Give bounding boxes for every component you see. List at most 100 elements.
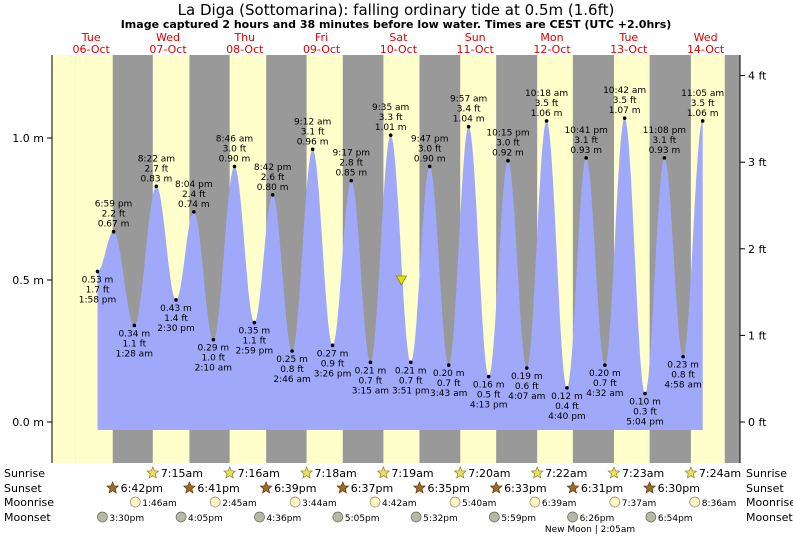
tide-height-m: 0.21 m (395, 366, 427, 376)
tide-height-m: 0.12 m (551, 392, 583, 402)
tide-height-ft: 2.8 ft (339, 159, 363, 169)
tide-point (192, 210, 196, 214)
moonset-icon (332, 511, 344, 523)
left-tick-label: 0.5 m (12, 274, 44, 287)
moonrise-icon (129, 496, 141, 508)
tide-height-ft: 0.4 ft (555, 402, 579, 412)
tide-height-ft: 0.6 ft (515, 382, 539, 392)
high-tide-event: 10:15 pm3.0 ft0.92 m (486, 129, 530, 163)
high-tide-event: 11:08 pm3.1 ft0.93 m (643, 126, 686, 160)
tide-height-ft: 0.3 ft (633, 408, 657, 418)
left-tick-label: 1.0 m (12, 132, 44, 145)
tide-height-m: 0.83 m (141, 174, 173, 184)
moonset-icon (254, 511, 265, 523)
date-label: 10-Oct (380, 43, 418, 56)
tide-height-ft: 0.9 ft (321, 359, 345, 369)
sunrise-star-icon (300, 466, 314, 479)
tide-height-m: 0.53 m (82, 275, 114, 285)
tide-height-ft: 3.0 ft (496, 139, 520, 149)
tide-time: 4:40 pm (548, 412, 586, 422)
sunset-time: 6:31pm (581, 482, 623, 495)
sunset-star-icon (259, 481, 273, 494)
tide-height-ft: 3.0 ft (223, 144, 247, 154)
moonrise-time: 5:40am (462, 499, 497, 509)
row-label-left: Moonrise (4, 496, 54, 509)
moonrise-time: 4:42am (382, 499, 417, 509)
tide-height-ft: 3.1 ft (574, 136, 598, 146)
tide-height-m: 0.35 m (239, 327, 271, 337)
sunset-star-icon (643, 481, 657, 494)
tide-point (232, 164, 237, 169)
row-label-right: Sunrise (746, 467, 787, 480)
tide-time: 1:58 pm (79, 295, 117, 305)
tide-height-m: 0.20 m (589, 369, 621, 379)
tide-time: 9:47 pm (411, 134, 449, 144)
tide-height-ft: 1.1 ft (242, 337, 266, 347)
tide-point (111, 229, 116, 234)
tide-time: 1:28 am (116, 349, 153, 359)
sunset-star-icon (182, 481, 196, 494)
tide-height-m: 0.90 m (219, 154, 251, 164)
moonset-time: 4:05pm (188, 514, 223, 524)
tide-height-m: 1.01 m (375, 123, 407, 133)
date-label: 11-Oct (457, 43, 495, 56)
sunset-time: 6:39pm (274, 482, 316, 495)
tide-height-ft: 2.4 ft (182, 190, 206, 200)
right-tick-label: 0 ft (748, 416, 767, 429)
tide-time: 10:42 am (603, 86, 646, 96)
tide-height-ft: 3.1 ft (653, 136, 677, 146)
tide-time: 4:13 pm (470, 401, 508, 411)
low-tide-event: 0.21 m0.7 ft3:51 pm (392, 360, 430, 396)
tide-height-m: 0.21 m (355, 366, 387, 376)
tide-height-m: 0.80 m (257, 183, 289, 193)
tide-height-m: 0.96 m (297, 137, 329, 147)
moonset-icon (410, 511, 422, 523)
high-tide-event: 10:18 am3.5 ft1.06 m (525, 89, 568, 123)
tide-point (368, 360, 373, 365)
tide-point (643, 391, 647, 396)
moonset-time: 5:05pm (345, 514, 380, 524)
tide-height-ft: 0.8 ft (280, 365, 304, 375)
tide-height-m: 0.25 m (276, 355, 308, 365)
tide-time: 4:07 am (508, 392, 545, 402)
tide-point (524, 366, 529, 370)
date-label: 14-Oct (687, 43, 725, 56)
tide-height-ft: 1.4 ft (164, 314, 188, 324)
tide-time: 10:18 am (525, 89, 568, 99)
low-tide-event: 0.25 m0.8 ft2:46 am (273, 349, 311, 385)
low-tide-event: 0.23 m0.8 ft4:58 am (664, 354, 702, 391)
tide-point (544, 119, 549, 123)
tide-time: 9:57 am (450, 95, 487, 105)
low-tide-event: 0.16 m0.5 ft4:13 pm (470, 374, 508, 411)
tide-height-ft: 2.7 ft (145, 164, 169, 174)
daylight-band (52, 55, 76, 463)
moonset-time: 6:54pm (658, 514, 693, 524)
tide-time: 3:51 pm (392, 386, 430, 396)
tide-time: 4:58 am (664, 381, 701, 391)
moonset-icon (175, 511, 187, 523)
row-label-right: Sunset (746, 482, 784, 495)
tide-point (95, 269, 100, 274)
tide-point (132, 323, 137, 328)
date-label: 09-Oct (303, 43, 341, 56)
low-tide-event: 0.34 m1.1 ft1:28 am (116, 323, 153, 359)
tide-height-m: 0.90 m (414, 154, 446, 164)
moonrise-icon (289, 496, 301, 508)
tide-point (408, 360, 413, 365)
tide-point (466, 124, 471, 129)
tide-height-ft: 1.1 ft (122, 339, 146, 349)
day-label: Tue (81, 31, 101, 44)
high-tide-event: 11:05 am3.5 ft1.06 m (681, 89, 724, 123)
sunset-time: 6:41pm (197, 482, 239, 495)
high-tide-event: 9:17 pm2.8 ft0.85 m (333, 149, 370, 183)
tide-height-ft: 3.4 ft (457, 105, 481, 115)
low-tide-event: 0.12 m0.4 ft4:40 pm (548, 386, 586, 422)
tide-height-m: 0.10 m (629, 398, 661, 408)
sunset-star-icon (106, 481, 120, 494)
tide-height-m: 0.93 m (570, 146, 602, 156)
high-tide-event: 9:12 am3.1 ft0.96 m (294, 117, 331, 152)
tide-height-m: 0.29 m (198, 344, 230, 354)
tide-height-m: 0.85 m (335, 169, 367, 179)
tide-time: 3:43 am (430, 389, 467, 399)
sunset-time: 6:33pm (504, 482, 546, 495)
